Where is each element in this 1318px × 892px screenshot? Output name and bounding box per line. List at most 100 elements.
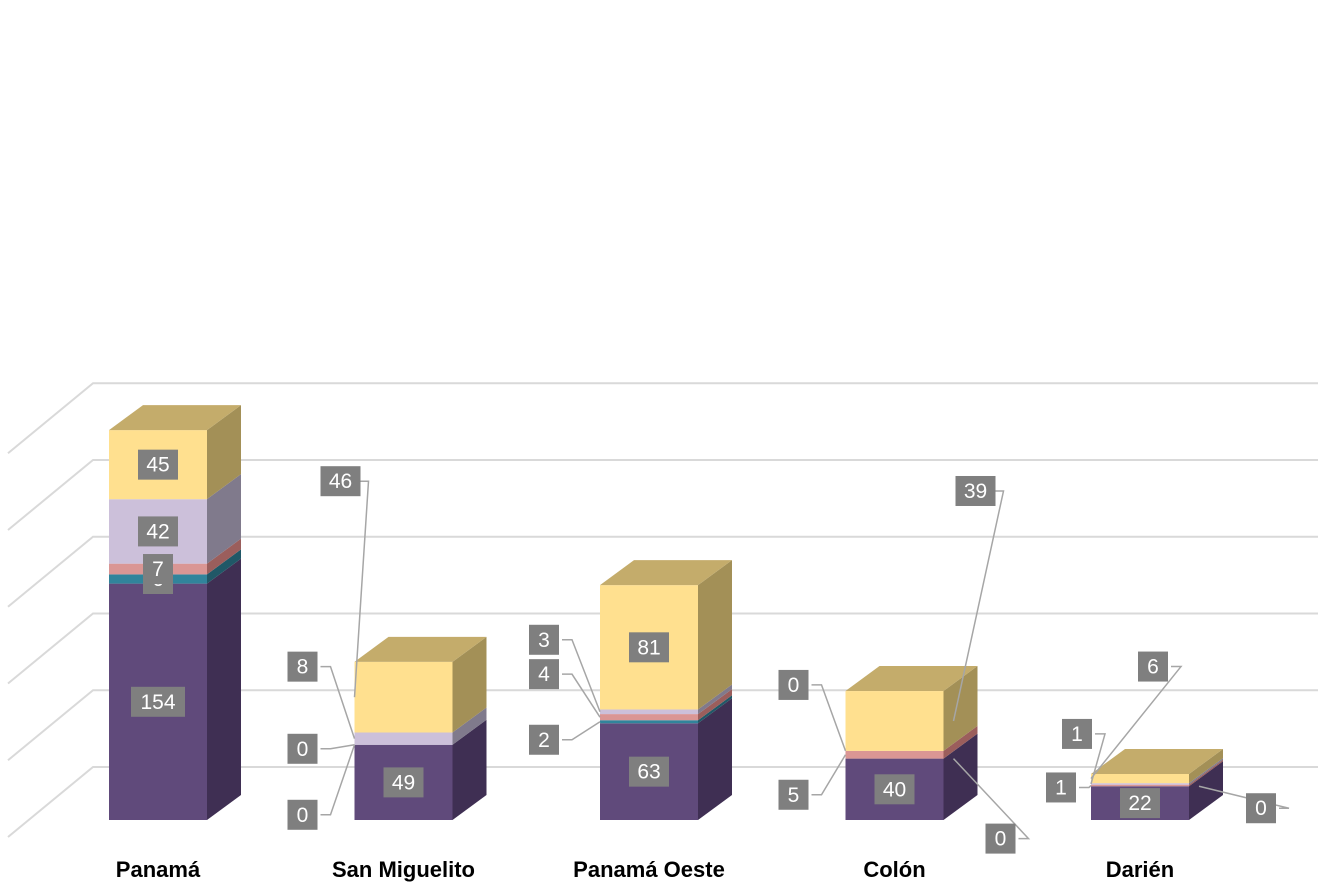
data-label-3-4-box bbox=[955, 475, 996, 506]
data-label-4-1-leader bbox=[1198, 785, 1290, 809]
data-label-3-4-leader bbox=[952, 490, 1005, 722]
category-label: Darién bbox=[1106, 857, 1174, 882]
gridline bbox=[7, 535, 1318, 608]
data-label-1-3: 8 bbox=[297, 656, 309, 679]
bar-0-series-1-side bbox=[207, 549, 241, 584]
data-label-4-1-box bbox=[1246, 793, 1276, 824]
data-label-0-4: 45 bbox=[146, 454, 169, 477]
bar-1-series-4 bbox=[354, 661, 453, 733]
data-label-4-1: 0 bbox=[1255, 797, 1267, 820]
bar-4-series-0-side bbox=[1189, 761, 1223, 820]
data-label-1-2-leader bbox=[320, 744, 355, 750]
data-label-2-1: 2 bbox=[538, 729, 550, 752]
bar-2-series-0-side bbox=[698, 698, 732, 820]
data-label-4-4: 6 bbox=[1147, 656, 1159, 679]
data-label-1-1-box bbox=[287, 799, 318, 830]
category-label: Colón bbox=[863, 857, 925, 882]
data-label-0-2-box bbox=[143, 554, 173, 585]
bar-2-series-3-side bbox=[698, 684, 732, 715]
data-label-3-2-leader bbox=[811, 754, 847, 796]
bar-1-top bbox=[354, 636, 487, 662]
data-label-1-4: 46 bbox=[329, 470, 352, 493]
data-label-3-0: 40 bbox=[883, 778, 906, 801]
data-label-2-4-box bbox=[629, 632, 669, 663]
data-label-0-0: 154 bbox=[140, 691, 175, 714]
data-label-0-2: 7 bbox=[152, 558, 164, 581]
bar-3-series-2-side bbox=[943, 725, 978, 759]
bar-4-series-3-side bbox=[1189, 758, 1223, 785]
data-label-1-4-box bbox=[320, 466, 361, 497]
data-label-4-3: 1 bbox=[1071, 723, 1083, 746]
data-label-3-1: 0 bbox=[995, 828, 1007, 851]
data-label-1-4-leader bbox=[353, 480, 370, 698]
bar-1-series-3 bbox=[354, 732, 453, 745]
data-label-2-2-leader bbox=[562, 673, 601, 718]
data-label-4-4-leader bbox=[1090, 665, 1183, 780]
category-label: Panamá bbox=[116, 857, 201, 882]
bar-2-series-2 bbox=[600, 714, 698, 721]
category-labels: Panamá San Miguelito Panamá Oeste Colón Dari… bbox=[116, 857, 1174, 882]
gridline bbox=[7, 459, 1318, 531]
data-label-4-4-box bbox=[1138, 651, 1168, 682]
data-label-0-3-box bbox=[138, 516, 178, 547]
data-label-3-4: 39 bbox=[964, 480, 987, 503]
data-label-1-0-box bbox=[383, 767, 424, 798]
data-label-3-2-box bbox=[778, 779, 809, 810]
data-label-1-1-leader bbox=[320, 744, 356, 816]
data-label-3-3-leader bbox=[811, 684, 847, 752]
bar-3-series-0-side bbox=[943, 733, 978, 820]
data-label-4-0-box bbox=[1120, 788, 1160, 819]
bar-3-series-4 bbox=[845, 691, 944, 751]
bar-2-series-1 bbox=[600, 720, 698, 724]
data-label-2-2-box bbox=[529, 659, 559, 690]
bar-4-series-4 bbox=[1091, 773, 1189, 784]
data-label-1-3-leader bbox=[320, 665, 356, 739]
data-label-3-1-box bbox=[985, 823, 1016, 854]
data-label-2-2: 4 bbox=[538, 663, 550, 686]
data-labels: 154674245490084663243814005039220116 bbox=[131, 449, 1276, 854]
data-label-0-3: 42 bbox=[146, 520, 169, 543]
data-label-3-0-box bbox=[874, 774, 915, 805]
data-label-3-1-leader bbox=[952, 758, 1031, 840]
data-label-1-2: 0 bbox=[297, 738, 309, 761]
data-label-3-3-box bbox=[778, 669, 809, 700]
data-label-0-0-box bbox=[131, 686, 185, 717]
category-label: San Miguelito bbox=[332, 857, 475, 882]
leader-lines bbox=[320, 480, 1290, 840]
data-label-2-3-leader bbox=[562, 639, 601, 713]
data-label-1-2-box bbox=[287, 733, 318, 764]
data-label-2-4: 81 bbox=[637, 636, 660, 659]
bar-4-series-4-side bbox=[1189, 748, 1223, 784]
gridline bbox=[7, 382, 1318, 455]
data-label-2-1-leader bbox=[562, 721, 601, 741]
bar-4-series-2-side bbox=[1189, 759, 1223, 787]
bar-0-series-0-side bbox=[207, 558, 241, 820]
data-label-4-0: 22 bbox=[1128, 792, 1151, 815]
bar-0-series-4-side bbox=[207, 405, 241, 500]
bar-1-series-4-side bbox=[452, 636, 487, 733]
data-label-1-1: 0 bbox=[297, 804, 309, 827]
bar-3-series-2 bbox=[845, 750, 944, 759]
data-label-4-2-leader bbox=[1079, 784, 1092, 789]
data-label-3-2: 5 bbox=[788, 784, 800, 807]
data-label-2-3: 3 bbox=[538, 629, 550, 652]
data-label-3-3: 0 bbox=[788, 674, 800, 697]
data-label-4-3-box bbox=[1062, 718, 1092, 749]
data-label-4-3-leader bbox=[1090, 733, 1106, 785]
category-label: Panamá Oeste bbox=[573, 857, 725, 882]
gridline bbox=[7, 612, 1318, 685]
bar-2-series-3 bbox=[600, 709, 698, 715]
bar-4-series-3 bbox=[1091, 783, 1189, 785]
data-label-2-0: 63 bbox=[637, 761, 660, 784]
bar-3-top bbox=[845, 666, 978, 692]
data-label-1-0: 49 bbox=[392, 771, 415, 794]
data-label-1-3-box bbox=[287, 651, 318, 682]
data-label-0-4-box bbox=[138, 449, 178, 480]
data-label-2-1-box bbox=[529, 724, 559, 755]
bar-0-series-3-side bbox=[207, 474, 241, 564]
data-label-4-2: 1 bbox=[1055, 776, 1067, 799]
data-label-2-0-box bbox=[629, 756, 669, 787]
data-label-2-3-box bbox=[529, 624, 559, 655]
bar-2-series-1-side bbox=[698, 695, 732, 724]
